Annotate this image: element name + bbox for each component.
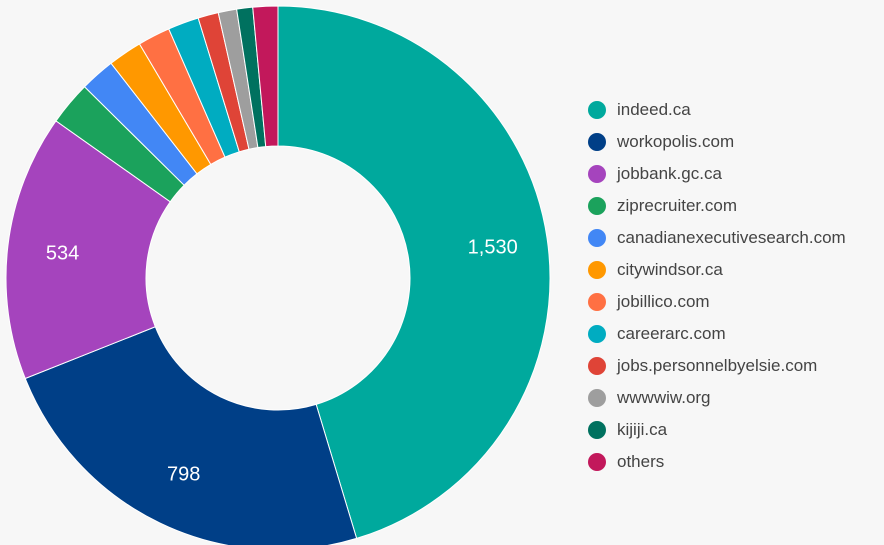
legend-color-dot-icon bbox=[588, 229, 606, 247]
legend-color-dot-icon bbox=[588, 389, 606, 407]
pie-slice-indeed-ca bbox=[277, 5, 551, 540]
legend-label: workopolis.com bbox=[617, 132, 735, 151]
legend-label: kijiji.ca bbox=[617, 420, 668, 439]
legend-color-dot-icon bbox=[588, 357, 606, 375]
legend-item: kijiji.ca bbox=[588, 414, 884, 446]
legend-item: careerarc.com bbox=[588, 318, 884, 350]
legend-color-dot-icon bbox=[588, 197, 606, 215]
legend-label: jobbank.gc.ca bbox=[617, 164, 722, 183]
legend-color-dot-icon bbox=[588, 261, 606, 279]
legend-color-dot-icon bbox=[588, 325, 606, 343]
legend-color-dot-icon bbox=[588, 453, 606, 471]
legend-label: jobs.personnelbyelsie.com bbox=[617, 356, 818, 375]
legend-label: careerarc.com bbox=[617, 324, 726, 343]
chart-legend: indeed.ca workopolis.com jobbank.gc.ca zipr… bbox=[588, 94, 884, 478]
legend-item: jobbank.gc.ca bbox=[588, 158, 884, 190]
legend-color-dot-icon bbox=[588, 133, 606, 151]
legend-item: others bbox=[588, 446, 884, 478]
legend-item: canadianexecutivesearch.com bbox=[588, 222, 884, 254]
legend-label: others bbox=[617, 452, 665, 471]
pie-slice-jobbank-gc-ca bbox=[5, 120, 171, 380]
legend-label: indeed.ca bbox=[617, 100, 691, 119]
slice-value-label: 534 bbox=[46, 242, 79, 264]
legend-label: citywindsor.ca bbox=[617, 260, 723, 279]
legend-item: citywindsor.ca bbox=[588, 254, 884, 286]
legend-label: jobillico.com bbox=[617, 292, 710, 311]
legend-label: ziprecruiter.com bbox=[617, 196, 737, 215]
legend-item: wwwwiw.org bbox=[588, 382, 884, 414]
legend-color-dot-icon bbox=[588, 101, 606, 119]
slice-value-label: 798 bbox=[167, 463, 200, 485]
legend-item: indeed.ca bbox=[588, 94, 884, 126]
legend-item: ziprecruiter.com bbox=[588, 190, 884, 222]
slice-value-label: 1,530 bbox=[468, 236, 518, 258]
legend-label: canadianexecutivesearch.com bbox=[617, 228, 846, 247]
pie-slice-others bbox=[252, 5, 279, 148]
legend-label: wwwwiw.org bbox=[617, 388, 711, 407]
legend-color-dot-icon bbox=[588, 293, 606, 311]
legend-item: jobs.personnelbyelsie.com bbox=[588, 350, 884, 382]
legend-item: workopolis.com bbox=[588, 126, 884, 158]
legend-color-dot-icon bbox=[588, 165, 606, 183]
legend-color-dot-icon bbox=[588, 421, 606, 439]
pie-slice-workopolis-com bbox=[24, 326, 358, 545]
legend-item: jobillico.com bbox=[588, 286, 884, 318]
